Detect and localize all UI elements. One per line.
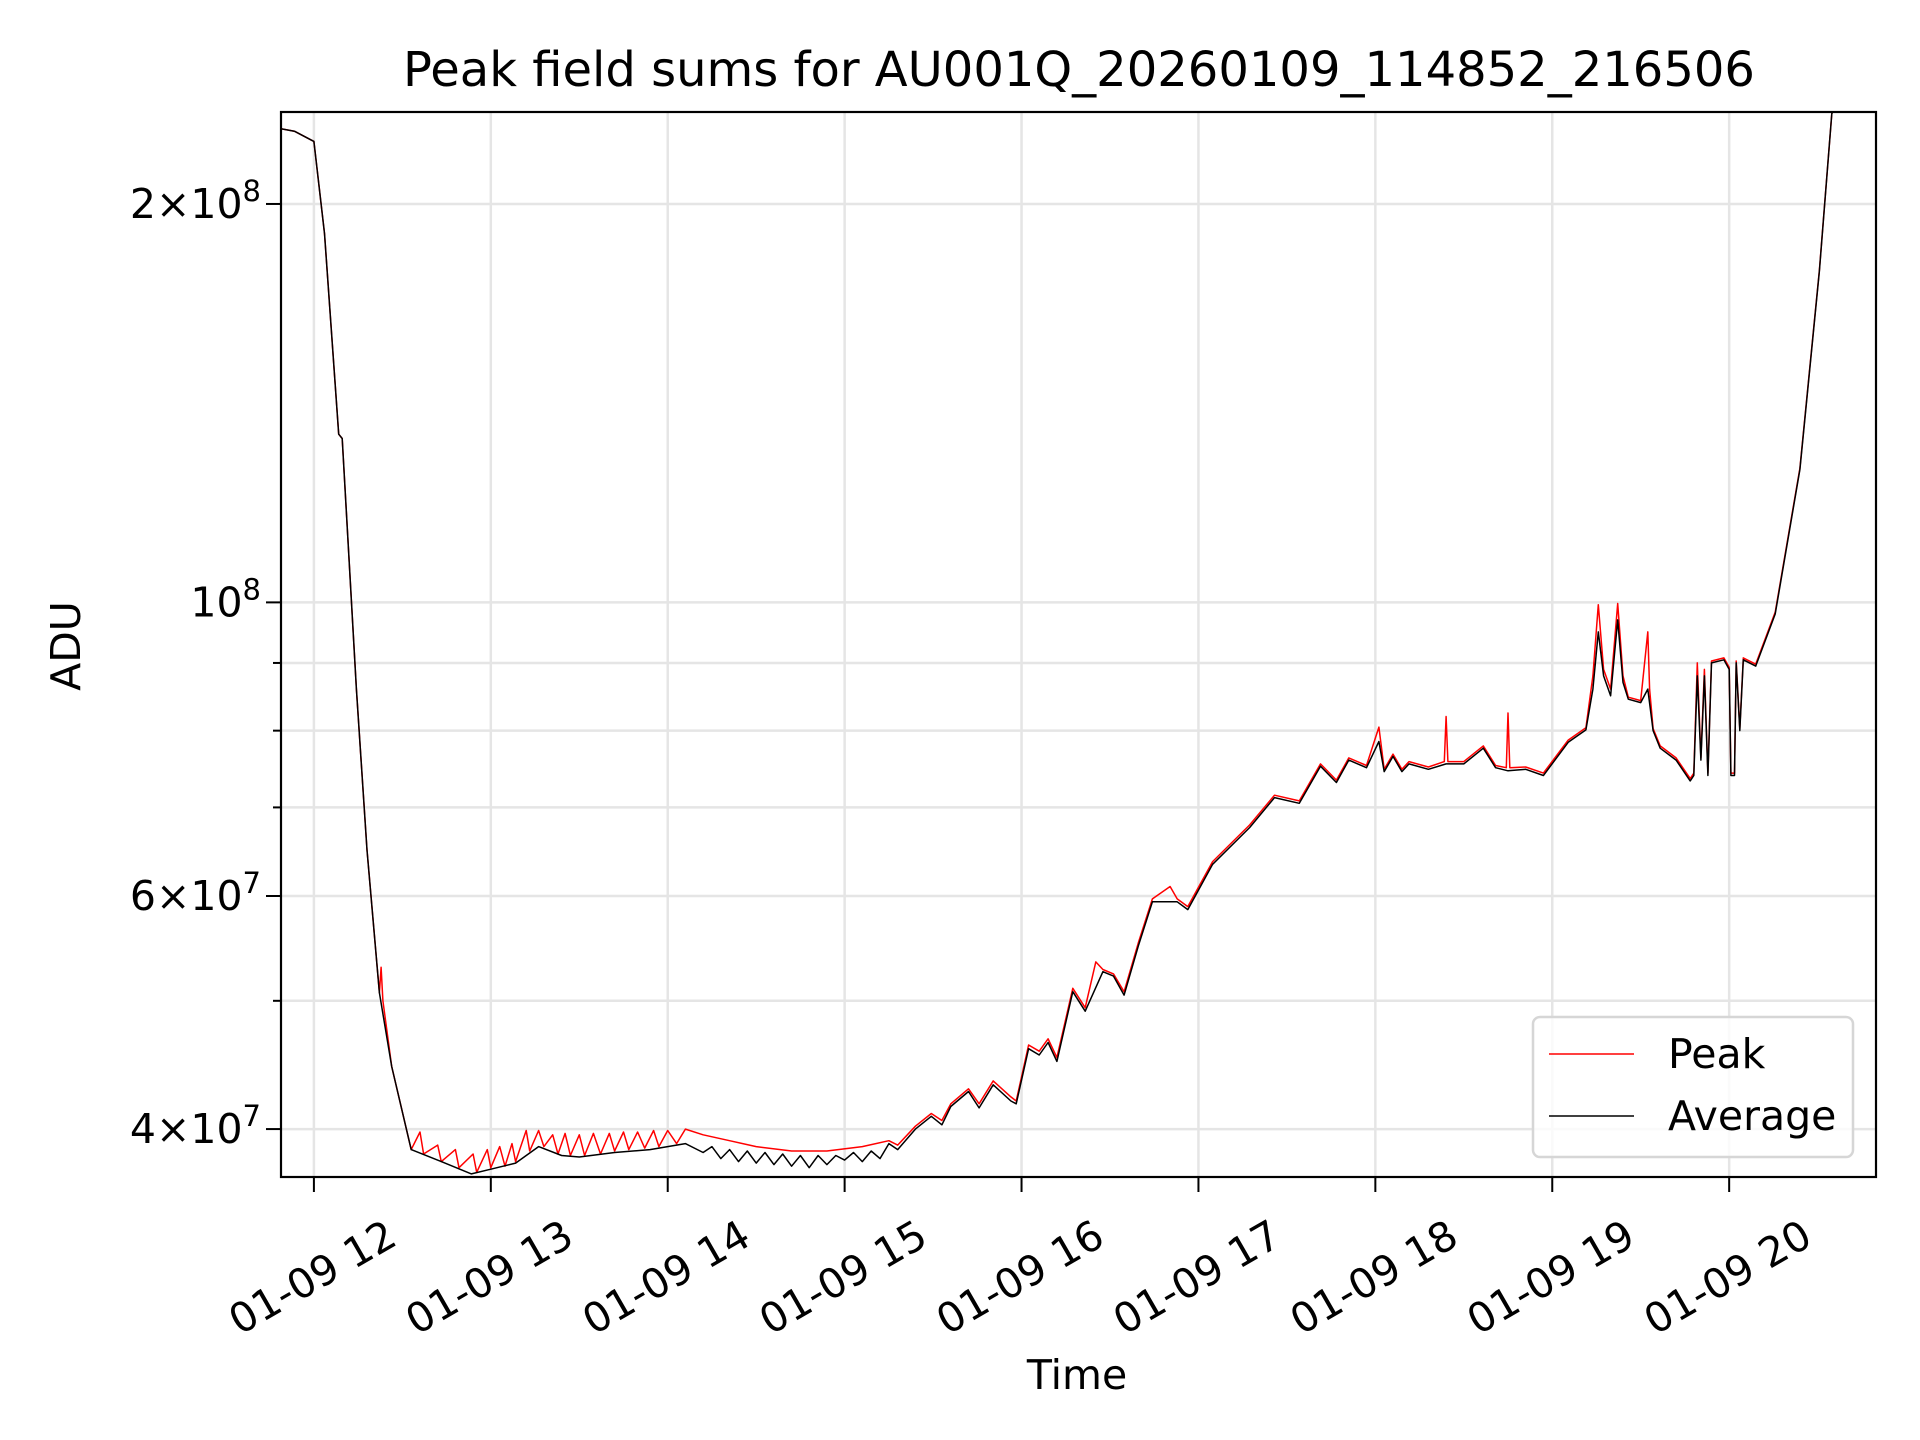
y-axis-label: ADU [42, 601, 90, 691]
x-tick-label: 01-09 15 [751, 1211, 935, 1345]
x-tick-label: 01-09 13 [397, 1211, 581, 1345]
chart-title: Peak field sums for AU001Q_20260109_1148… [403, 42, 1755, 98]
x-tick-label: 01-09 17 [1105, 1211, 1289, 1345]
y-tick-label-exponent: 8 [243, 174, 261, 208]
legend-label-average: Average [1668, 1092, 1836, 1140]
gridlines [281, 112, 1876, 1177]
y-tick-label: 2×108 [130, 174, 261, 228]
x-tick-label: 01-09 14 [574, 1211, 758, 1345]
y-tick-label-base: 4×10 [130, 1105, 243, 1153]
y-tick-label-base: 6×10 [130, 872, 243, 920]
legend: Peak Average [1531, 1015, 1855, 1159]
y-tick-label-exponent: 7 [243, 866, 261, 900]
x-tick-label: 01-09 16 [928, 1211, 1112, 1345]
y-tick-label: 6×107 [130, 866, 261, 920]
x-tick-label: 01-09 12 [221, 1211, 405, 1345]
series-lines [281, 112, 1834, 1175]
x-tick-label: 01-09 19 [1459, 1211, 1643, 1345]
series-line-peak [281, 112, 1834, 1174]
y-tick-label: 4×107 [130, 1099, 261, 1153]
legend-label-peak: Peak [1668, 1030, 1766, 1078]
legend-box [1531, 1015, 1855, 1159]
y-tick-label-base: 10 [190, 578, 242, 626]
y-tick-label-exponent: 7 [243, 1099, 261, 1133]
series-line-average [281, 112, 1834, 1175]
x-tick-label: 01-09 20 [1636, 1211, 1820, 1345]
y-tick-label: 108 [190, 572, 261, 626]
y-tick-label-base: 2×10 [130, 180, 243, 228]
x-axis-label: Time [1026, 1351, 1127, 1399]
y-tick-label-exponent: 8 [243, 572, 261, 606]
plot-frame [279, 110, 1878, 1179]
x-tick-label: 01-09 18 [1282, 1211, 1466, 1345]
